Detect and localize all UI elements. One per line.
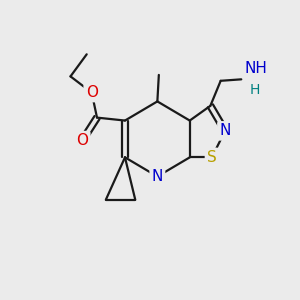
Text: N: N <box>219 123 231 138</box>
Text: N: N <box>152 169 163 184</box>
Text: S: S <box>207 150 217 165</box>
Text: O: O <box>76 133 88 148</box>
Text: O: O <box>86 85 98 100</box>
Text: NH: NH <box>244 61 267 76</box>
Text: H: H <box>249 82 260 97</box>
